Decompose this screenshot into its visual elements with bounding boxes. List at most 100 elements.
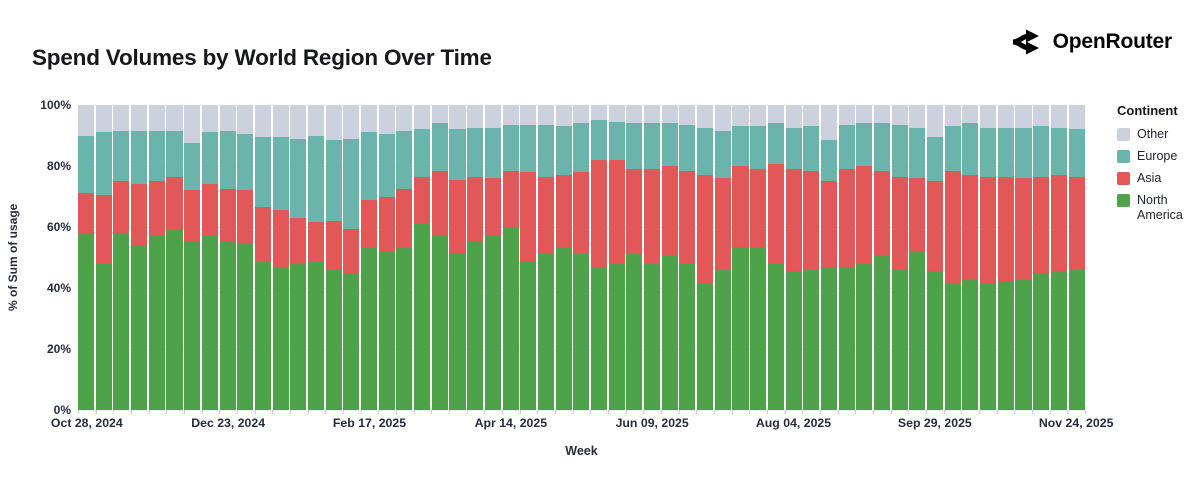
bar-week-sep-29-2025[interactable] [927,105,944,410]
bar-week-dec-16-2024[interactable] [201,105,218,410]
bar-week-oct-20-2025[interactable] [980,105,997,410]
bar-week-sep-01-2025[interactable] [856,105,873,410]
segment-north-america [820,266,837,410]
bar-week-dec-09-2024[interactable] [184,105,201,410]
bar-week-sep-08-2025[interactable] [873,105,891,410]
bar-week-may-19-2025[interactable] [590,105,608,410]
x-tick-mark [166,410,168,414]
bar-week-nov-11-2024[interactable] [113,105,130,410]
plot-area [78,105,1085,410]
segment-asia [254,207,271,263]
bar-week-apr-28-2025[interactable] [537,105,554,410]
bar-week-jan-20-2025[interactable] [290,105,307,410]
bar-week-aug-11-2025[interactable] [803,105,820,410]
x-tick-mark [307,410,309,414]
x-tick-mark [943,410,945,414]
bar-week-oct-28-2024[interactable] [78,105,95,410]
x-tick-mark [413,410,415,414]
x-tick-mark [714,410,715,414]
segment-europe [502,124,519,171]
bar-week-nov-10-2025[interactable] [1033,105,1050,410]
bar-week-jan-13-2025[interactable] [272,105,289,410]
y-tick-label-40: 40% [46,281,71,295]
bar-week-may-12-2025[interactable] [573,105,590,410]
bar-week-mar-03-2025[interactable] [396,105,413,410]
bar-week-feb-17-2025[interactable] [361,105,378,410]
segment-asia [873,170,891,256]
segment-europe [856,123,873,167]
bar-week-nov-04-2024[interactable] [95,105,112,410]
bar-week-jul-21-2025[interactable] [750,105,767,410]
bar-week-may-05-2025[interactable] [555,105,572,410]
bar-week-feb-24-2025[interactable] [378,105,395,410]
x-tick-mark [78,410,79,414]
bar-week-jun-09-2025[interactable] [644,105,661,410]
bar-week-apr-07-2025[interactable] [484,105,501,410]
segment-other [290,105,307,139]
bar-week-apr-21-2025[interactable] [520,105,537,410]
bar-week-jun-02-2025[interactable] [626,105,643,410]
bar-week-dec-23-2024[interactable] [219,105,236,410]
bar-week-apr-14-2025[interactable] [502,105,519,410]
segment-asia [856,166,873,264]
legend-swatch-asia [1117,172,1130,185]
bar-week-jul-07-2025[interactable] [714,105,731,410]
bar-week-nov-25-2024[interactable] [148,105,165,410]
bar-week-jan-06-2025[interactable] [254,105,271,410]
segment-europe [484,127,501,179]
gridline [78,410,1085,411]
bar-week-mar-24-2025[interactable] [449,105,466,410]
bar-week-jul-28-2025[interactable] [767,105,784,410]
bar-week-oct-06-2025[interactable] [944,105,961,410]
segment-north-america [997,281,1014,410]
segment-asia [590,159,608,267]
segment-north-america [431,236,448,410]
bar-week-jun-23-2025[interactable] [679,105,696,410]
bar-week-jun-30-2025[interactable] [697,105,714,410]
bar-week-mar-10-2025[interactable] [414,105,431,410]
segment-other [184,105,201,144]
x-tick-mark [201,410,203,414]
bar-week-mar-17-2025[interactable] [431,105,448,410]
bar-week-may-26-2025[interactable] [608,105,625,410]
bar-week-aug-04-2025[interactable] [785,105,802,410]
bar-week-feb-03-2025[interactable] [325,105,342,410]
segment-north-america [555,248,572,410]
bar-week-nov-03-2025[interactable] [1015,105,1032,410]
segment-asia [414,176,431,224]
bar-week-dec-30-2024[interactable] [237,105,254,410]
bar-week-jul-14-2025[interactable] [732,105,749,410]
segment-europe [873,123,891,171]
bar-week-nov-17-2025[interactable] [1050,105,1067,410]
bar-week-nov-24-2025[interactable] [1068,105,1085,410]
x-tick-mark [1032,410,1033,414]
bar-week-sep-22-2025[interactable] [909,105,926,410]
bar-week-mar-31-2025[interactable] [467,105,484,410]
bar-week-nov-18-2024[interactable] [131,105,148,410]
bar-week-jan-27-2025[interactable] [307,105,325,410]
bar-week-feb-10-2025[interactable] [343,105,360,410]
openrouter-brand-link[interactable]: OpenRouter [1012,28,1172,56]
segment-asia [148,181,165,237]
bar-week-oct-27-2025[interactable] [997,105,1014,410]
segment-north-america [502,227,519,410]
x-tick-mark [784,410,786,414]
x-tick-mark [466,410,468,414]
bar-week-aug-25-2025[interactable] [838,105,855,410]
segment-asia [520,172,537,261]
bar-week-sep-15-2025[interactable] [891,105,908,410]
segment-north-america [396,248,413,410]
segment-north-america [325,269,342,410]
x-tick-mark [254,410,256,414]
segment-asia [944,170,961,284]
bar-week-aug-18-2025[interactable] [820,105,837,410]
bar-week-oct-13-2025[interactable] [962,105,979,410]
bar-week-dec-02-2024[interactable] [166,105,183,410]
segment-europe [537,124,554,177]
segment-north-america [520,260,537,410]
segment-north-america [1050,271,1067,410]
x-tick-mark [590,410,592,414]
segment-asia [909,178,926,252]
bar-week-jun-16-2025[interactable] [661,105,678,410]
segment-other [1033,105,1050,127]
